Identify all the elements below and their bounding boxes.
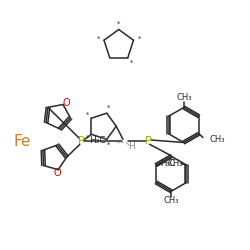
- Text: *: *: [97, 36, 100, 42]
- Text: *: *: [107, 141, 110, 147]
- Text: P: P: [146, 136, 152, 146]
- Text: *: *: [86, 112, 89, 118]
- Text: CH₃: CH₃: [164, 196, 179, 205]
- Text: O: O: [53, 168, 61, 178]
- Text: CH₃: CH₃: [210, 136, 225, 144]
- Text: P: P: [78, 136, 84, 146]
- Text: H₃C: H₃C: [160, 159, 175, 168]
- Text: CH₃: CH₃: [168, 159, 183, 168]
- Text: *: *: [117, 20, 120, 26]
- Text: *: *: [86, 134, 89, 140]
- Text: H₃C: H₃C: [89, 136, 106, 145]
- Text: *: *: [130, 59, 133, 65]
- Text: Fe: Fe: [14, 134, 31, 149]
- Text: *: *: [138, 36, 141, 42]
- Text: H: H: [128, 142, 134, 151]
- Text: *: *: [107, 105, 110, 111]
- Text: CH₃: CH₃: [177, 94, 192, 102]
- Text: O: O: [62, 98, 70, 108]
